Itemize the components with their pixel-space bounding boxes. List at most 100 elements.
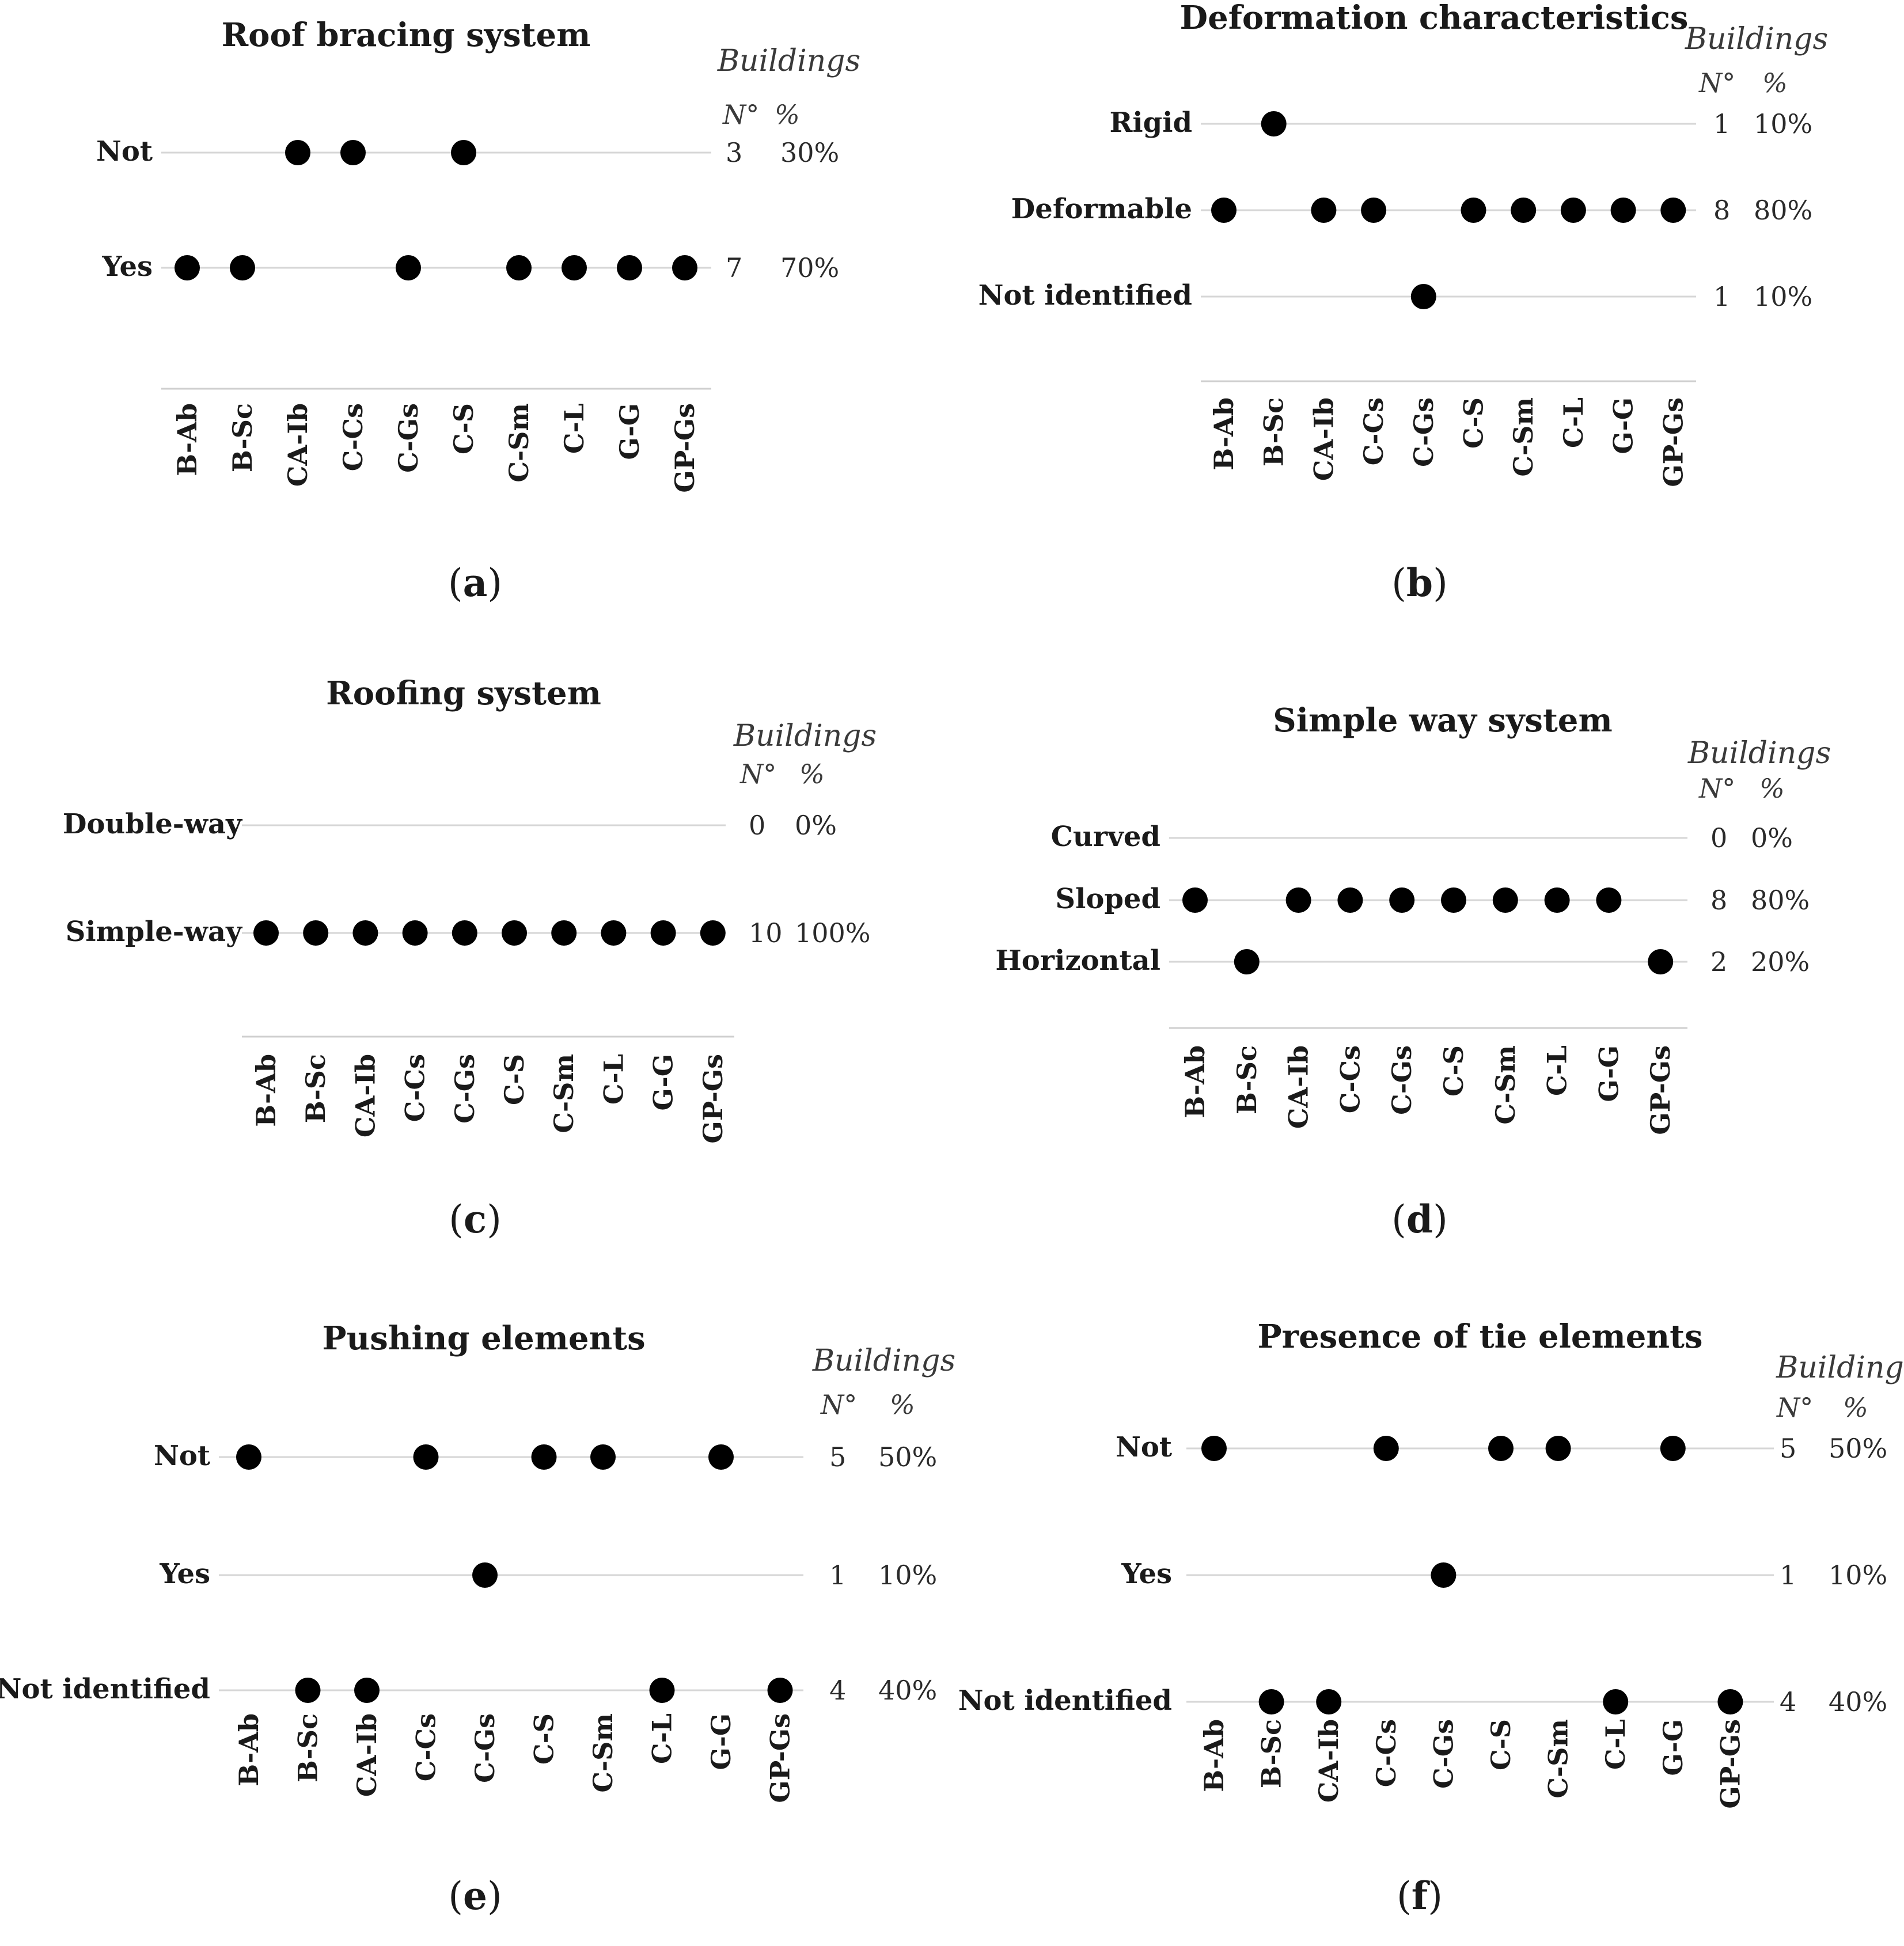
x-tick-label: C-S bbox=[1485, 1719, 1516, 1770]
caption-letter: a bbox=[463, 560, 488, 605]
caption-close: ) bbox=[487, 1197, 502, 1242]
data-point bbox=[295, 1678, 321, 1703]
x-tick-label: G-G bbox=[1658, 1719, 1689, 1776]
x-tick-label: B-Ab bbox=[251, 1054, 282, 1127]
x-tick-label: C-Sm bbox=[1508, 397, 1539, 477]
chart-f: Presence of tie elements Building N° % B-Ab B… bbox=[958, 1318, 1904, 1918]
data-point bbox=[1717, 1689, 1743, 1714]
row-label: Yes bbox=[159, 1558, 210, 1590]
row-label: Not identified bbox=[958, 1685, 1172, 1717]
x-tick-label: C-L bbox=[647, 1713, 678, 1764]
caption-close: ) bbox=[1433, 561, 1448, 605]
x-tick-label: B-Sc bbox=[300, 1054, 331, 1123]
data-point bbox=[502, 920, 527, 946]
caption-letter: f bbox=[1412, 1873, 1430, 1918]
chart-title: Simple way system bbox=[1273, 701, 1612, 739]
chart-title: Pushing elements bbox=[322, 1319, 645, 1357]
x-tick-label: CA-Ib bbox=[350, 1054, 381, 1137]
x-tick-label: C-Gs bbox=[469, 1713, 500, 1783]
data-point bbox=[1431, 1562, 1457, 1588]
count-header: N° bbox=[1776, 1392, 1813, 1423]
x-tick-label: B-Ab bbox=[172, 403, 203, 476]
row-percent: 50% bbox=[878, 1442, 937, 1473]
x-tick-label: C-Sm bbox=[548, 1054, 579, 1133]
buildings-header: Buildings bbox=[812, 1344, 955, 1378]
caption-open: ( bbox=[449, 1197, 464, 1242]
x-tick-label: C-Cs bbox=[411, 1713, 442, 1781]
data-point bbox=[1492, 887, 1518, 913]
data-point bbox=[1488, 1436, 1514, 1461]
x-tick-label: C-Cs bbox=[1358, 397, 1389, 465]
data-point bbox=[285, 140, 310, 165]
row-percent: 50% bbox=[1829, 1433, 1887, 1464]
data-point bbox=[1201, 1436, 1227, 1461]
data-point bbox=[531, 1444, 557, 1470]
row-count: 1 bbox=[1780, 1560, 1796, 1591]
percent-header: % bbox=[775, 99, 800, 130]
x-tick-label: C-Sm bbox=[587, 1713, 619, 1793]
x-tick-label: C-L bbox=[598, 1054, 629, 1105]
chart-f-content: Presence of tie elements Building N° % B-Ab B… bbox=[958, 1318, 1904, 1918]
data-point bbox=[472, 1562, 498, 1588]
data-point bbox=[649, 1678, 675, 1703]
data-point bbox=[1660, 1436, 1686, 1461]
row-label: Double-way bbox=[63, 808, 243, 840]
row-count: 5 bbox=[1780, 1433, 1796, 1464]
caption-letter: d bbox=[1406, 1197, 1433, 1242]
x-tick-label: GP-Gs bbox=[1715, 1719, 1746, 1809]
x-tick-label: C-Gs bbox=[1428, 1719, 1459, 1789]
chart-c: Roofing system Buildings N° % B-Ab B-Sc CA-Ib C… bbox=[63, 674, 877, 1242]
row-count: 8 bbox=[1713, 195, 1730, 226]
row-count: 4 bbox=[1780, 1686, 1796, 1717]
count-header: N° bbox=[820, 1389, 857, 1420]
data-point bbox=[1603, 1689, 1629, 1714]
data-point bbox=[1596, 887, 1622, 913]
x-tick-label: GP-Gs bbox=[1645, 1045, 1676, 1135]
x-tick-label: C-L bbox=[1558, 397, 1589, 448]
row-count: 4 bbox=[829, 1675, 846, 1706]
data-point bbox=[672, 255, 697, 280]
data-point bbox=[452, 920, 477, 946]
x-tick-label: G-G bbox=[706, 1713, 737, 1770]
x-tick-label: B-Sc bbox=[1231, 1045, 1262, 1114]
x-tick-label: C-Sm bbox=[1490, 1045, 1521, 1125]
row-percent: 10% bbox=[1829, 1560, 1887, 1591]
percent-header: % bbox=[890, 1389, 915, 1420]
x-tick-label: B-Sc bbox=[1258, 397, 1289, 466]
data-point bbox=[551, 920, 577, 946]
x-tick-label: B-Sc bbox=[293, 1713, 324, 1782]
x-tick-label: C-Gs bbox=[1408, 397, 1439, 467]
chart-e-content: Pushing elements Buildings N° % B-Ab B-Sc CA-I… bbox=[0, 1319, 955, 1918]
data-point bbox=[1211, 198, 1237, 223]
data-point bbox=[1461, 198, 1486, 223]
chart-e: Pushing elements Buildings N° % B-Ab B-Sc CA-I… bbox=[0, 1319, 955, 1918]
x-tick-label: CA-Ib bbox=[282, 403, 313, 487]
caption-close: ) bbox=[1433, 1197, 1448, 1242]
count-header: N° bbox=[1698, 67, 1735, 98]
panel-caption: (a) bbox=[448, 560, 502, 605]
row-percent: 100% bbox=[795, 917, 871, 949]
row-count: 8 bbox=[1710, 885, 1727, 916]
chart-title: Presence of tie elements bbox=[1257, 1318, 1702, 1356]
x-tick-label: B-Ab bbox=[1179, 1045, 1211, 1118]
x-tick-label: CA-Ib bbox=[351, 1713, 382, 1797]
data-point bbox=[396, 255, 421, 280]
x-tick-label: CA-Ib bbox=[1283, 1045, 1314, 1129]
buildings-header: Buildings bbox=[733, 719, 877, 753]
x-tick-label: C-Cs bbox=[337, 403, 369, 471]
x-tick-label: G-G bbox=[1593, 1045, 1624, 1102]
row-count: 1 bbox=[829, 1560, 846, 1591]
data-point bbox=[352, 920, 378, 946]
x-tick-label: C-S bbox=[1438, 1045, 1469, 1097]
row-percent: 80% bbox=[1754, 195, 1812, 226]
caption-letter: e bbox=[463, 1873, 487, 1918]
x-tick-label: GP-Gs bbox=[669, 403, 700, 493]
data-point bbox=[1258, 1689, 1284, 1714]
chart-title: Roofing system bbox=[326, 674, 601, 712]
data-point bbox=[1234, 949, 1260, 974]
panel-caption: (b) bbox=[1391, 560, 1448, 605]
chart-a-content: Roof bracing system Buildings N° % B-Ab B-Sc C… bbox=[96, 16, 860, 605]
